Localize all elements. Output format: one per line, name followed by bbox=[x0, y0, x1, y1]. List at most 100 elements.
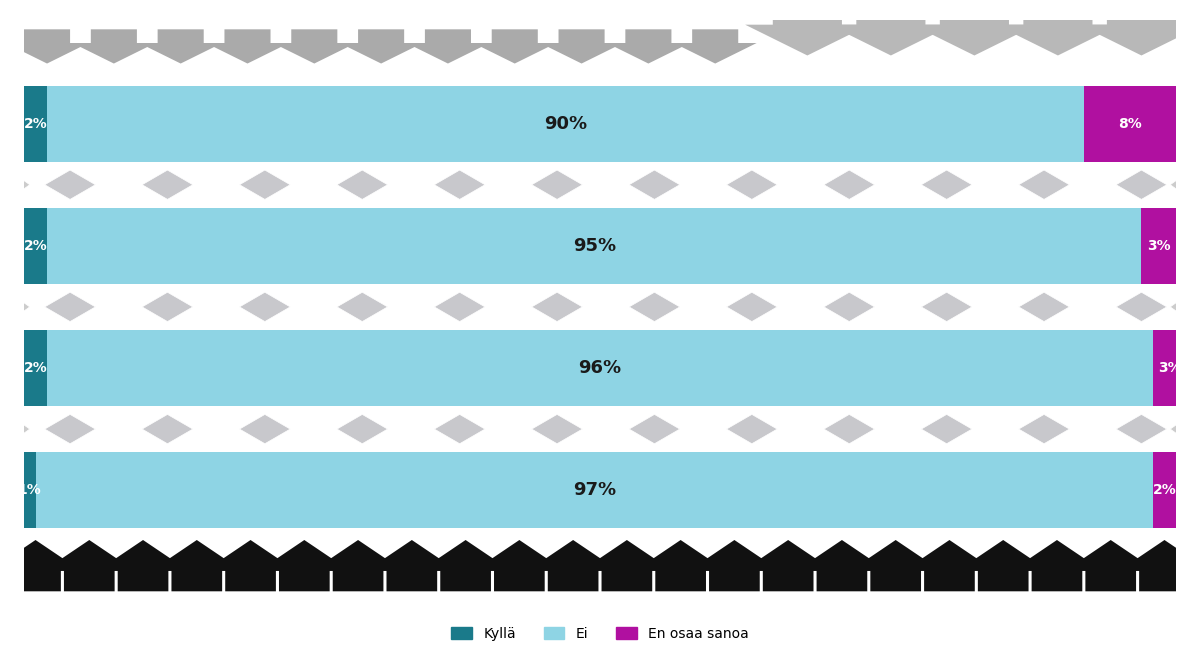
Polygon shape bbox=[829, 4, 953, 55]
Polygon shape bbox=[743, 540, 834, 591]
Polygon shape bbox=[0, 348, 24, 363]
Polygon shape bbox=[726, 414, 778, 444]
Polygon shape bbox=[240, 414, 290, 444]
Polygon shape bbox=[434, 414, 485, 444]
Polygon shape bbox=[474, 540, 565, 591]
Polygon shape bbox=[272, 29, 355, 63]
Polygon shape bbox=[0, 251, 24, 266]
Text: 96%: 96% bbox=[578, 359, 622, 377]
Polygon shape bbox=[726, 292, 778, 321]
Polygon shape bbox=[473, 29, 557, 63]
Polygon shape bbox=[0, 477, 24, 492]
Polygon shape bbox=[1019, 292, 1069, 321]
Bar bbox=[36, 452, 1153, 528]
Text: 2%: 2% bbox=[24, 361, 47, 375]
Polygon shape bbox=[1116, 292, 1166, 321]
Text: 3%: 3% bbox=[1147, 239, 1170, 253]
Polygon shape bbox=[0, 510, 24, 525]
Polygon shape bbox=[434, 170, 485, 199]
Polygon shape bbox=[0, 89, 24, 104]
Polygon shape bbox=[689, 540, 780, 591]
Text: 3%: 3% bbox=[1158, 361, 1182, 375]
Polygon shape bbox=[0, 542, 24, 557]
Bar bbox=[24, 330, 47, 406]
Polygon shape bbox=[0, 57, 24, 72]
Text: 1%: 1% bbox=[18, 483, 42, 497]
Bar bbox=[24, 452, 36, 528]
Polygon shape bbox=[912, 4, 1037, 55]
Polygon shape bbox=[1116, 170, 1166, 199]
Polygon shape bbox=[904, 540, 995, 591]
Polygon shape bbox=[996, 4, 1120, 55]
Polygon shape bbox=[337, 292, 388, 321]
Polygon shape bbox=[1066, 540, 1157, 591]
Polygon shape bbox=[0, 154, 24, 169]
Polygon shape bbox=[1118, 540, 1200, 591]
Polygon shape bbox=[434, 292, 485, 321]
Bar bbox=[47, 208, 1141, 284]
Polygon shape bbox=[540, 29, 623, 63]
Polygon shape bbox=[581, 540, 672, 591]
Polygon shape bbox=[0, 574, 24, 589]
Polygon shape bbox=[629, 292, 680, 321]
Bar bbox=[1153, 330, 1188, 406]
Polygon shape bbox=[635, 540, 726, 591]
Polygon shape bbox=[44, 170, 96, 199]
Polygon shape bbox=[205, 540, 296, 591]
Polygon shape bbox=[312, 540, 403, 591]
Bar bbox=[47, 86, 1084, 162]
Polygon shape bbox=[1012, 540, 1103, 591]
Polygon shape bbox=[673, 29, 757, 63]
Polygon shape bbox=[824, 414, 875, 444]
Polygon shape bbox=[97, 540, 188, 591]
Polygon shape bbox=[850, 540, 941, 591]
Polygon shape bbox=[0, 24, 24, 40]
Polygon shape bbox=[726, 170, 778, 199]
Text: 2%: 2% bbox=[1153, 483, 1176, 497]
Polygon shape bbox=[44, 414, 96, 444]
Polygon shape bbox=[420, 540, 511, 591]
Polygon shape bbox=[1170, 172, 1200, 197]
Text: 97%: 97% bbox=[572, 481, 616, 499]
Polygon shape bbox=[0, 540, 82, 591]
Polygon shape bbox=[6, 29, 89, 63]
Polygon shape bbox=[528, 540, 619, 591]
Polygon shape bbox=[1170, 294, 1200, 319]
Polygon shape bbox=[922, 414, 972, 444]
Polygon shape bbox=[0, 294, 30, 319]
Polygon shape bbox=[0, 315, 24, 331]
Polygon shape bbox=[532, 292, 582, 321]
Polygon shape bbox=[0, 121, 24, 137]
Polygon shape bbox=[1170, 417, 1200, 442]
Polygon shape bbox=[607, 29, 690, 63]
Polygon shape bbox=[340, 29, 422, 63]
Polygon shape bbox=[0, 186, 24, 201]
Polygon shape bbox=[72, 29, 155, 63]
Polygon shape bbox=[922, 170, 972, 199]
Polygon shape bbox=[824, 292, 875, 321]
Polygon shape bbox=[0, 445, 24, 460]
Polygon shape bbox=[629, 414, 680, 444]
Bar bbox=[24, 86, 47, 162]
Polygon shape bbox=[922, 292, 972, 321]
Polygon shape bbox=[142, 414, 193, 444]
Legend: Kyllä, Ei, En osaa sanoa: Kyllä, Ei, En osaa sanoa bbox=[445, 621, 755, 646]
Polygon shape bbox=[259, 540, 350, 591]
Bar bbox=[24, 208, 47, 284]
Polygon shape bbox=[0, 218, 24, 234]
Polygon shape bbox=[0, 412, 24, 428]
Polygon shape bbox=[532, 170, 582, 199]
Polygon shape bbox=[1116, 414, 1166, 444]
Polygon shape bbox=[629, 170, 680, 199]
Polygon shape bbox=[366, 540, 457, 591]
Polygon shape bbox=[1019, 170, 1069, 199]
Text: 90%: 90% bbox=[544, 115, 587, 133]
Polygon shape bbox=[337, 170, 388, 199]
Bar bbox=[47, 330, 1153, 406]
Polygon shape bbox=[0, 172, 30, 197]
Polygon shape bbox=[337, 414, 388, 444]
Bar bbox=[1141, 208, 1176, 284]
Text: 2%: 2% bbox=[24, 117, 47, 131]
Polygon shape bbox=[151, 540, 242, 591]
Polygon shape bbox=[407, 29, 490, 63]
